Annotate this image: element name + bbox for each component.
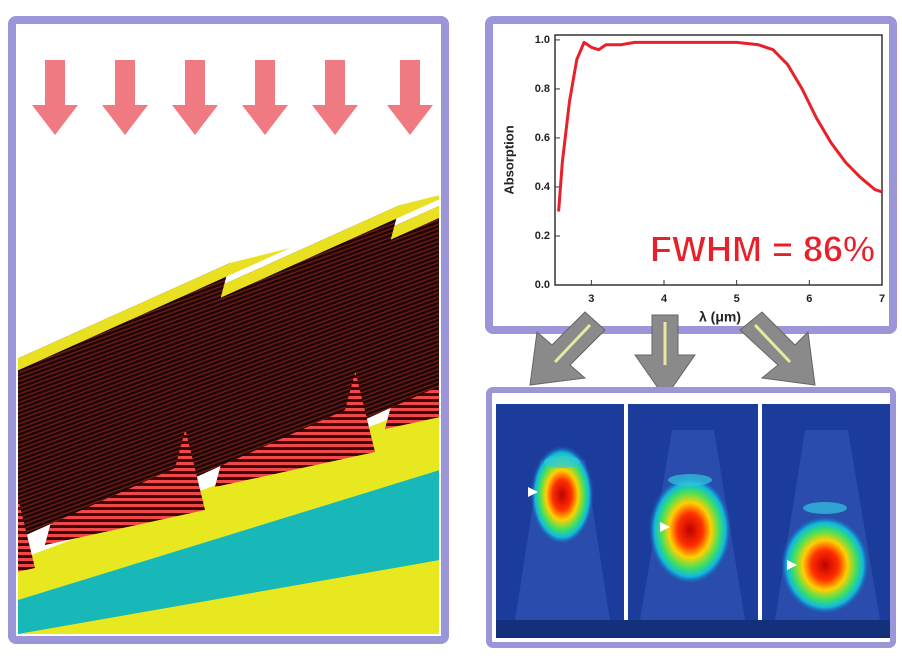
field-maps (496, 404, 890, 638)
x-tick-label: 7 (879, 293, 885, 305)
y-tick-label: 0.8 (535, 83, 550, 95)
x-tick-label: 3 (588, 293, 594, 305)
figure: 0.0 0.2 0.4 0.6 0.8 1.0 3 4 5 6 7 FWHM = 86% λ (μm… (0, 0, 902, 651)
y-tick-label: 0.2 (535, 230, 550, 242)
x-tick-label: 5 (734, 293, 740, 305)
annotation: FWHM = 86% (650, 229, 875, 270)
link-arrows (530, 312, 815, 398)
x-tick-label: 4 (661, 293, 668, 305)
x-tick-label: 6 (806, 293, 812, 305)
y-tick-label: 0.4 (535, 181, 551, 193)
y-tick-label: 0.0 (535, 279, 550, 291)
page: {"chart_data": {"type": "line", "x": [2.… (0, 0, 902, 651)
y-axis-label: Absorption (501, 125, 516, 194)
y-tick-label: 1.0 (535, 34, 550, 46)
y-tick-label: 0.6 (535, 132, 550, 144)
x-axis-label: λ (μm) (699, 309, 741, 325)
